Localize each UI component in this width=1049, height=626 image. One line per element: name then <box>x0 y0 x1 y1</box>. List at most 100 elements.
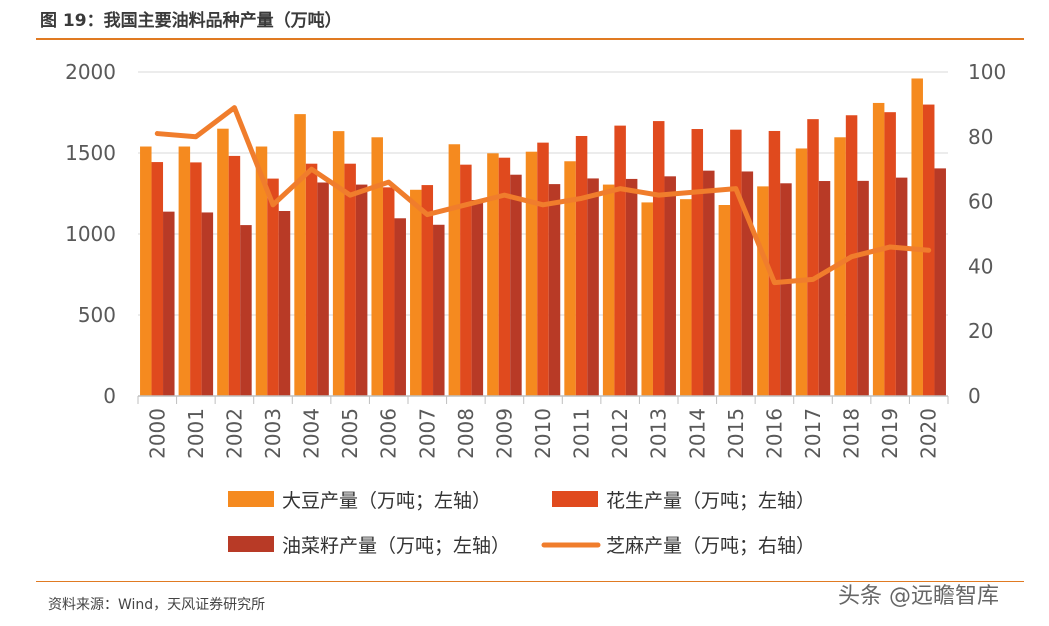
x-tick-label: 2016 <box>762 408 786 459</box>
bar <box>780 183 792 396</box>
x-tick-label: 2017 <box>801 408 825 459</box>
x-tick-label: 2012 <box>608 408 632 459</box>
bar <box>278 210 291 396</box>
bar <box>240 225 252 396</box>
bar <box>410 189 422 396</box>
bar <box>217 128 229 396</box>
bar <box>433 224 445 396</box>
bar <box>934 168 946 396</box>
bar <box>267 178 279 396</box>
y-right-tick-label: 100 <box>968 60 1006 84</box>
bar <box>652 121 665 396</box>
bar <box>564 161 576 396</box>
y-left-tick-label: 2000 <box>65 60 116 84</box>
legend-swatch <box>228 491 274 507</box>
bar <box>448 144 461 396</box>
bar <box>730 129 742 396</box>
x-tick-label: 2013 <box>647 408 671 459</box>
bar <box>201 212 214 396</box>
x-tick-label: 2003 <box>261 408 285 459</box>
bar <box>741 171 754 396</box>
bar <box>294 114 306 397</box>
x-tick-label: 2009 <box>492 408 516 459</box>
x-tick-label: 2018 <box>840 408 864 459</box>
bar <box>895 177 908 396</box>
bar <box>625 178 638 396</box>
bar <box>807 119 819 396</box>
bar <box>703 170 715 396</box>
y-right-tick-label: 80 <box>968 125 993 149</box>
x-tick-label: 2001 <box>184 408 208 459</box>
bar <box>332 131 345 396</box>
x-tick-label: 2007 <box>415 408 439 459</box>
legend-label: 油菜籽产量（万吨；左轴） <box>282 535 510 557</box>
y-left-tick-label: 1500 <box>65 141 116 165</box>
y-right-tick-label: 0 <box>968 384 981 408</box>
bar <box>228 155 241 396</box>
bar <box>602 184 615 396</box>
bar <box>487 153 499 396</box>
watermark: 头条 @远瞻智库 <box>838 584 999 609</box>
bar <box>818 181 831 396</box>
x-tick-label: 2005 <box>338 408 362 459</box>
top-divider <box>36 38 1024 40</box>
bar <box>317 182 329 396</box>
bar <box>355 184 368 396</box>
y-left-tick-label: 1000 <box>65 222 116 246</box>
y-right-tick-label: 40 <box>968 254 993 278</box>
x-tick-label: 2006 <box>377 408 401 459</box>
bar <box>548 184 561 396</box>
bar <box>587 178 599 396</box>
x-tick-label: 2004 <box>300 408 324 459</box>
bar <box>525 151 538 396</box>
legend-swatch <box>228 536 274 552</box>
bar <box>691 129 704 397</box>
x-tick-label: 2002 <box>222 408 246 459</box>
source-note: 资料来源：Wind，天风证券研究所 <box>48 597 266 613</box>
bar <box>614 125 626 396</box>
y-left-tick-label: 500 <box>78 303 116 327</box>
x-tick-label: 2000 <box>145 408 169 459</box>
bar <box>140 146 152 396</box>
bar <box>498 157 511 396</box>
bar <box>190 162 202 396</box>
y-right-tick-label: 20 <box>968 319 993 343</box>
bar <box>163 211 175 396</box>
x-tick-label: 2008 <box>454 408 478 459</box>
bar <box>641 202 653 396</box>
x-tick-label: 2019 <box>878 408 902 459</box>
legend-label: 花生产量（万吨；左轴） <box>606 490 815 512</box>
bottom-divider <box>36 581 1024 582</box>
bar <box>757 186 769 396</box>
x-tick-label: 2010 <box>531 408 555 459</box>
figure-title: 图 19：我国主要油料品种产量（万吨） <box>40 11 342 31</box>
bar <box>255 146 268 396</box>
bar <box>344 163 356 396</box>
y-right-tick-label: 60 <box>968 190 993 214</box>
bar <box>394 218 406 396</box>
bar <box>178 146 191 396</box>
legend-swatch <box>552 491 598 507</box>
bar <box>718 205 731 396</box>
bar <box>768 130 781 396</box>
y-left-tick-label: 0 <box>103 384 116 408</box>
oilseed-production-chart: 0 500 1000 1500 2000 0 20 40 60 80 100 2000 2001 2002… <box>65 60 1006 557</box>
x-tick-label: 2015 <box>724 408 748 459</box>
x-tick-label: 2011 <box>570 408 594 459</box>
bar <box>382 187 395 396</box>
bar <box>575 135 588 397</box>
bar <box>305 163 318 396</box>
bar <box>471 199 484 396</box>
bar <box>537 142 549 396</box>
bar <box>510 174 522 396</box>
bar <box>911 78 923 396</box>
bar <box>884 112 896 397</box>
x-tick-label: 2014 <box>685 408 709 459</box>
bar <box>664 176 676 396</box>
bar <box>857 180 869 396</box>
sesame-line <box>154 105 932 286</box>
x-tick-label: 2020 <box>917 408 941 459</box>
bar <box>680 199 692 396</box>
bar <box>795 148 808 396</box>
bar <box>460 164 472 396</box>
